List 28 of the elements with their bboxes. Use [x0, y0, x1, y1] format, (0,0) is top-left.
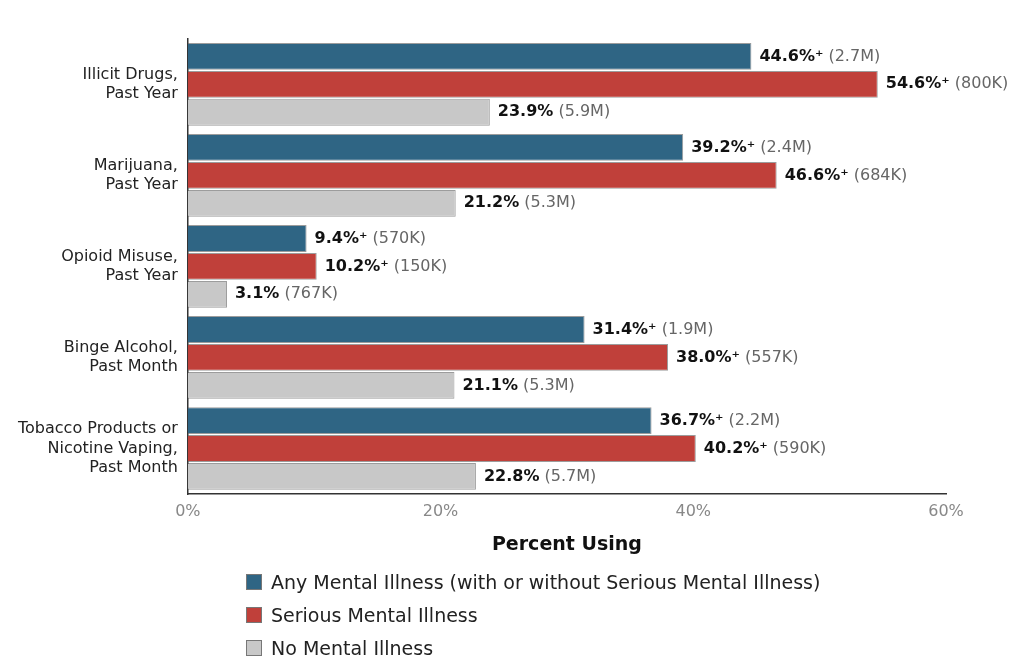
data-label: 23.9% (5.9M) [497, 101, 611, 121]
data-label: 39.2%⁺ (2.4M) [691, 136, 812, 156]
data-label: 3.1% (767K) [234, 283, 338, 303]
y-tick-label: Tobacco Products or Nicotine Vaping, Past Month [17, 418, 179, 476]
legend-label: No Mental Illness [271, 636, 434, 659]
data-label: 40.2%⁺ (590K) [703, 437, 827, 457]
data-label: 10.2%⁺ (150K) [324, 255, 448, 275]
data-label: 9.4%⁺ (570K) [314, 227, 427, 247]
data-label: 22.8% (5.7M) [483, 465, 597, 485]
x-tick-label: 20% [422, 500, 459, 520]
y-tick-label: Marijuana, Past Year [93, 154, 179, 194]
y-tick-label: Illicit Drugs, Past Year [82, 63, 179, 103]
data-label: 38.0%⁺ (557K) [676, 346, 799, 366]
legend-label: Any Mental Illness (with or without Serious Mental Illness) [271, 570, 821, 593]
data-label: 54.6%⁺ (800K) [885, 73, 1009, 93]
data-label: 31.4%⁺ (1.9M) [592, 318, 714, 338]
y-tick-label: Opioid Misuse, Past Year [61, 245, 179, 285]
x-axis-title: Percent Using [491, 531, 642, 554]
data-label: 46.6%⁺ (684K) [784, 164, 908, 184]
x-tick-label: 0% [175, 500, 201, 520]
x-tick-label: 40% [675, 500, 712, 520]
data-label: 21.2% (5.3M) [463, 192, 577, 212]
legend-label: Serious Mental Illness [271, 603, 478, 626]
data-label: 21.1% (5.3M) [462, 374, 575, 394]
data-label: 36.7%⁺ (2.2M) [659, 409, 781, 429]
y-tick-label: Binge Alcohol, Past Month [63, 337, 178, 376]
data-label: 44.6%⁺ (2.7M) [759, 45, 881, 65]
x-tick-label: 60% [928, 500, 964, 520]
